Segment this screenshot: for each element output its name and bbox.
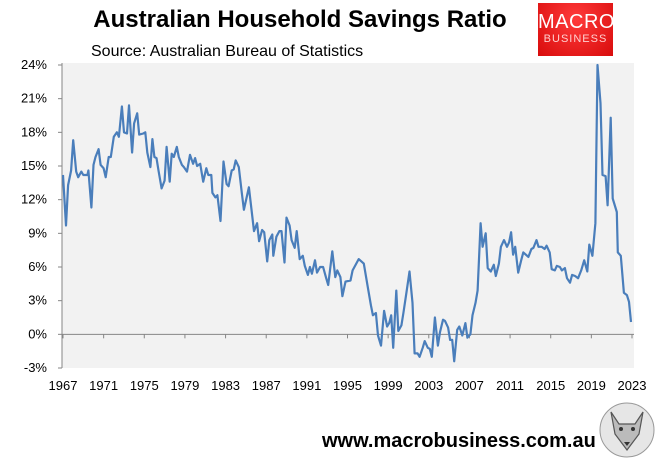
y-tick-label: 3% [28, 293, 47, 308]
y-axis: -3% 0% 3% 6% 9% 12% 15% 18% 21% 24% [21, 57, 63, 375]
savings-ratio-line [61, 63, 633, 363]
x-tick-label: 2019 [577, 378, 606, 393]
x-axis: 1967 1971 1975 1979 1983 1987 1991 1995 1999 2003… [49, 333, 647, 393]
y-tick-label: 9% [28, 225, 47, 240]
x-tick-label: 2023 [618, 378, 647, 393]
x-tick-label: 1999 [374, 378, 403, 393]
y-tick-label: 12% [21, 192, 47, 207]
x-tick-label: 1987 [252, 378, 281, 393]
y-tick-label: -3% [24, 360, 48, 375]
y-tick-label: 15% [21, 158, 47, 173]
x-tick-label: 2015 [536, 378, 565, 393]
plot-area [62, 63, 634, 368]
x-tick-label: 2011 [496, 378, 524, 393]
logo-line1: MACRO [538, 11, 615, 33]
y-tick-label: 6% [28, 259, 47, 274]
chart-source: Source: Australian Bureau of Statistics [91, 43, 364, 60]
y-tick-label: 0% [28, 326, 47, 341]
x-tick-label: 1971 [89, 378, 118, 393]
y-tick-label: 24% [21, 57, 47, 72]
website-url: www.macrobusiness.com.au [322, 430, 596, 452]
wolf-mascot-icon [599, 402, 655, 458]
x-tick-label: 2007 [455, 378, 484, 393]
y-tick-label: 21% [21, 91, 47, 106]
x-tick-label: 1995 [333, 378, 362, 393]
x-tick-label: 1975 [130, 378, 159, 393]
x-tick-label: 2003 [414, 378, 443, 393]
chart-title: Australian Household Savings Ratio [93, 6, 507, 33]
x-tick-label: 1979 [170, 378, 199, 393]
x-tick-label: 1967 [49, 378, 78, 393]
macrobusiness-logo: MACRO BUSINESS [538, 3, 615, 56]
y-tick-label: 18% [21, 124, 47, 139]
logo-line2: BUSINESS [543, 33, 608, 45]
x-tick-label: 1983 [211, 378, 240, 393]
x-tick-label: 1991 [292, 378, 321, 393]
